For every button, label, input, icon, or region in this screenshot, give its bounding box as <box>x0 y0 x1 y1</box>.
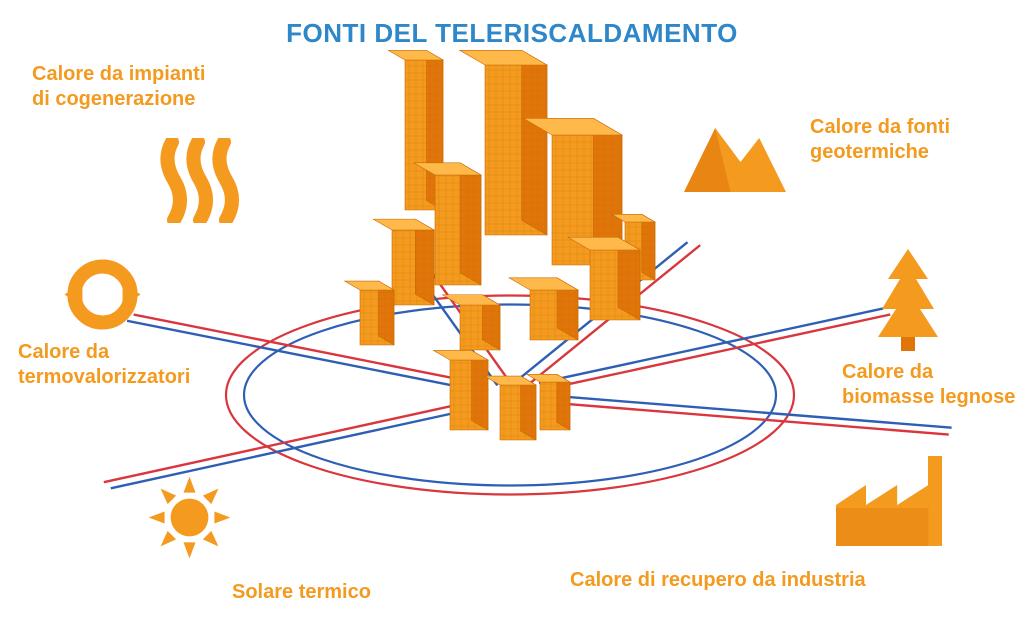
cogeneration-label: Calore da impiantidi cogenerazione <box>32 62 205 112</box>
city-buildings <box>345 50 655 440</box>
industry-icon <box>830 450 950 550</box>
solar-label: Solare termico <box>232 580 371 605</box>
cogeneration-icon <box>160 138 250 223</box>
geothermal-icon <box>680 118 790 198</box>
solar-icon <box>137 465 242 570</box>
biomass-label: Calore dabiomasse legnose <box>842 360 1015 410</box>
waste-icon <box>60 252 145 337</box>
industry-label: Calore di recupero da industria <box>570 568 866 593</box>
biomass-icon <box>868 245 948 355</box>
waste-label: Calore datermovalorizzatori <box>18 340 190 390</box>
geothermal-label: Calore da fontigeotermiche <box>810 115 950 165</box>
infographic-root: { "type": "infographic", "canvas": { "w"… <box>0 0 1024 631</box>
